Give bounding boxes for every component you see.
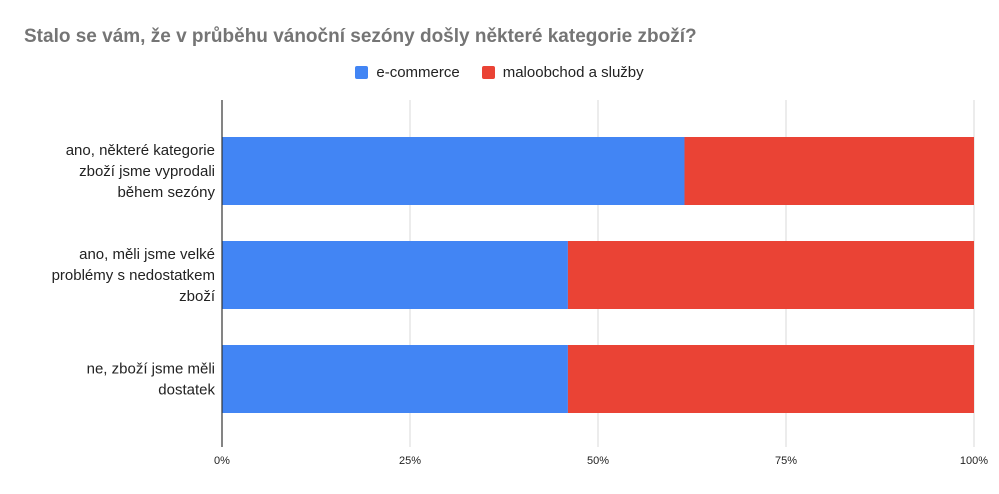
bar-retail-1 xyxy=(684,137,974,205)
category-label: ano, měli jsme velké xyxy=(79,246,215,263)
legend-item-ecommerce[interactable]: e-commerce xyxy=(355,64,460,81)
category-label: problémy s nedostatkem xyxy=(52,267,215,284)
bar-ecommerce-3 xyxy=(222,345,568,413)
category-label: zboží jsme vyprodali xyxy=(79,163,215,180)
legend-label-ecommerce: e-commerce xyxy=(376,64,460,81)
bar-retail-2 xyxy=(567,241,974,309)
legend-swatch-retail xyxy=(481,66,495,79)
legend-item-retail[interactable]: maloobchod a služby xyxy=(481,64,644,81)
bar-ecommerce-2 xyxy=(222,241,568,309)
category-label: zboží xyxy=(179,288,216,305)
legend-label-retail: maloobchod a služby xyxy=(502,64,644,81)
bar-ecommerce-1 xyxy=(222,137,685,205)
category-label: během sezóny xyxy=(117,184,215,201)
category-label: ano, některé kategorie xyxy=(66,142,215,159)
chart-title: Stalo se vám, že v průběhu vánoční sezón… xyxy=(24,26,697,47)
bar-retail-3 xyxy=(567,345,974,413)
x-tick-label: 0% xyxy=(214,455,230,467)
x-tick-label: 50% xyxy=(587,455,609,467)
chart-legend: e-commerce maloobchod a služby xyxy=(0,64,999,81)
category-label: dostatek xyxy=(158,382,215,399)
legend-swatch-ecommerce xyxy=(355,66,369,79)
x-tick-label: 100% xyxy=(960,455,988,467)
category-label: ne, zboží jsme měli xyxy=(87,361,215,378)
x-tick-label: 75% xyxy=(775,455,797,467)
x-tick-label: 25% xyxy=(399,455,421,467)
